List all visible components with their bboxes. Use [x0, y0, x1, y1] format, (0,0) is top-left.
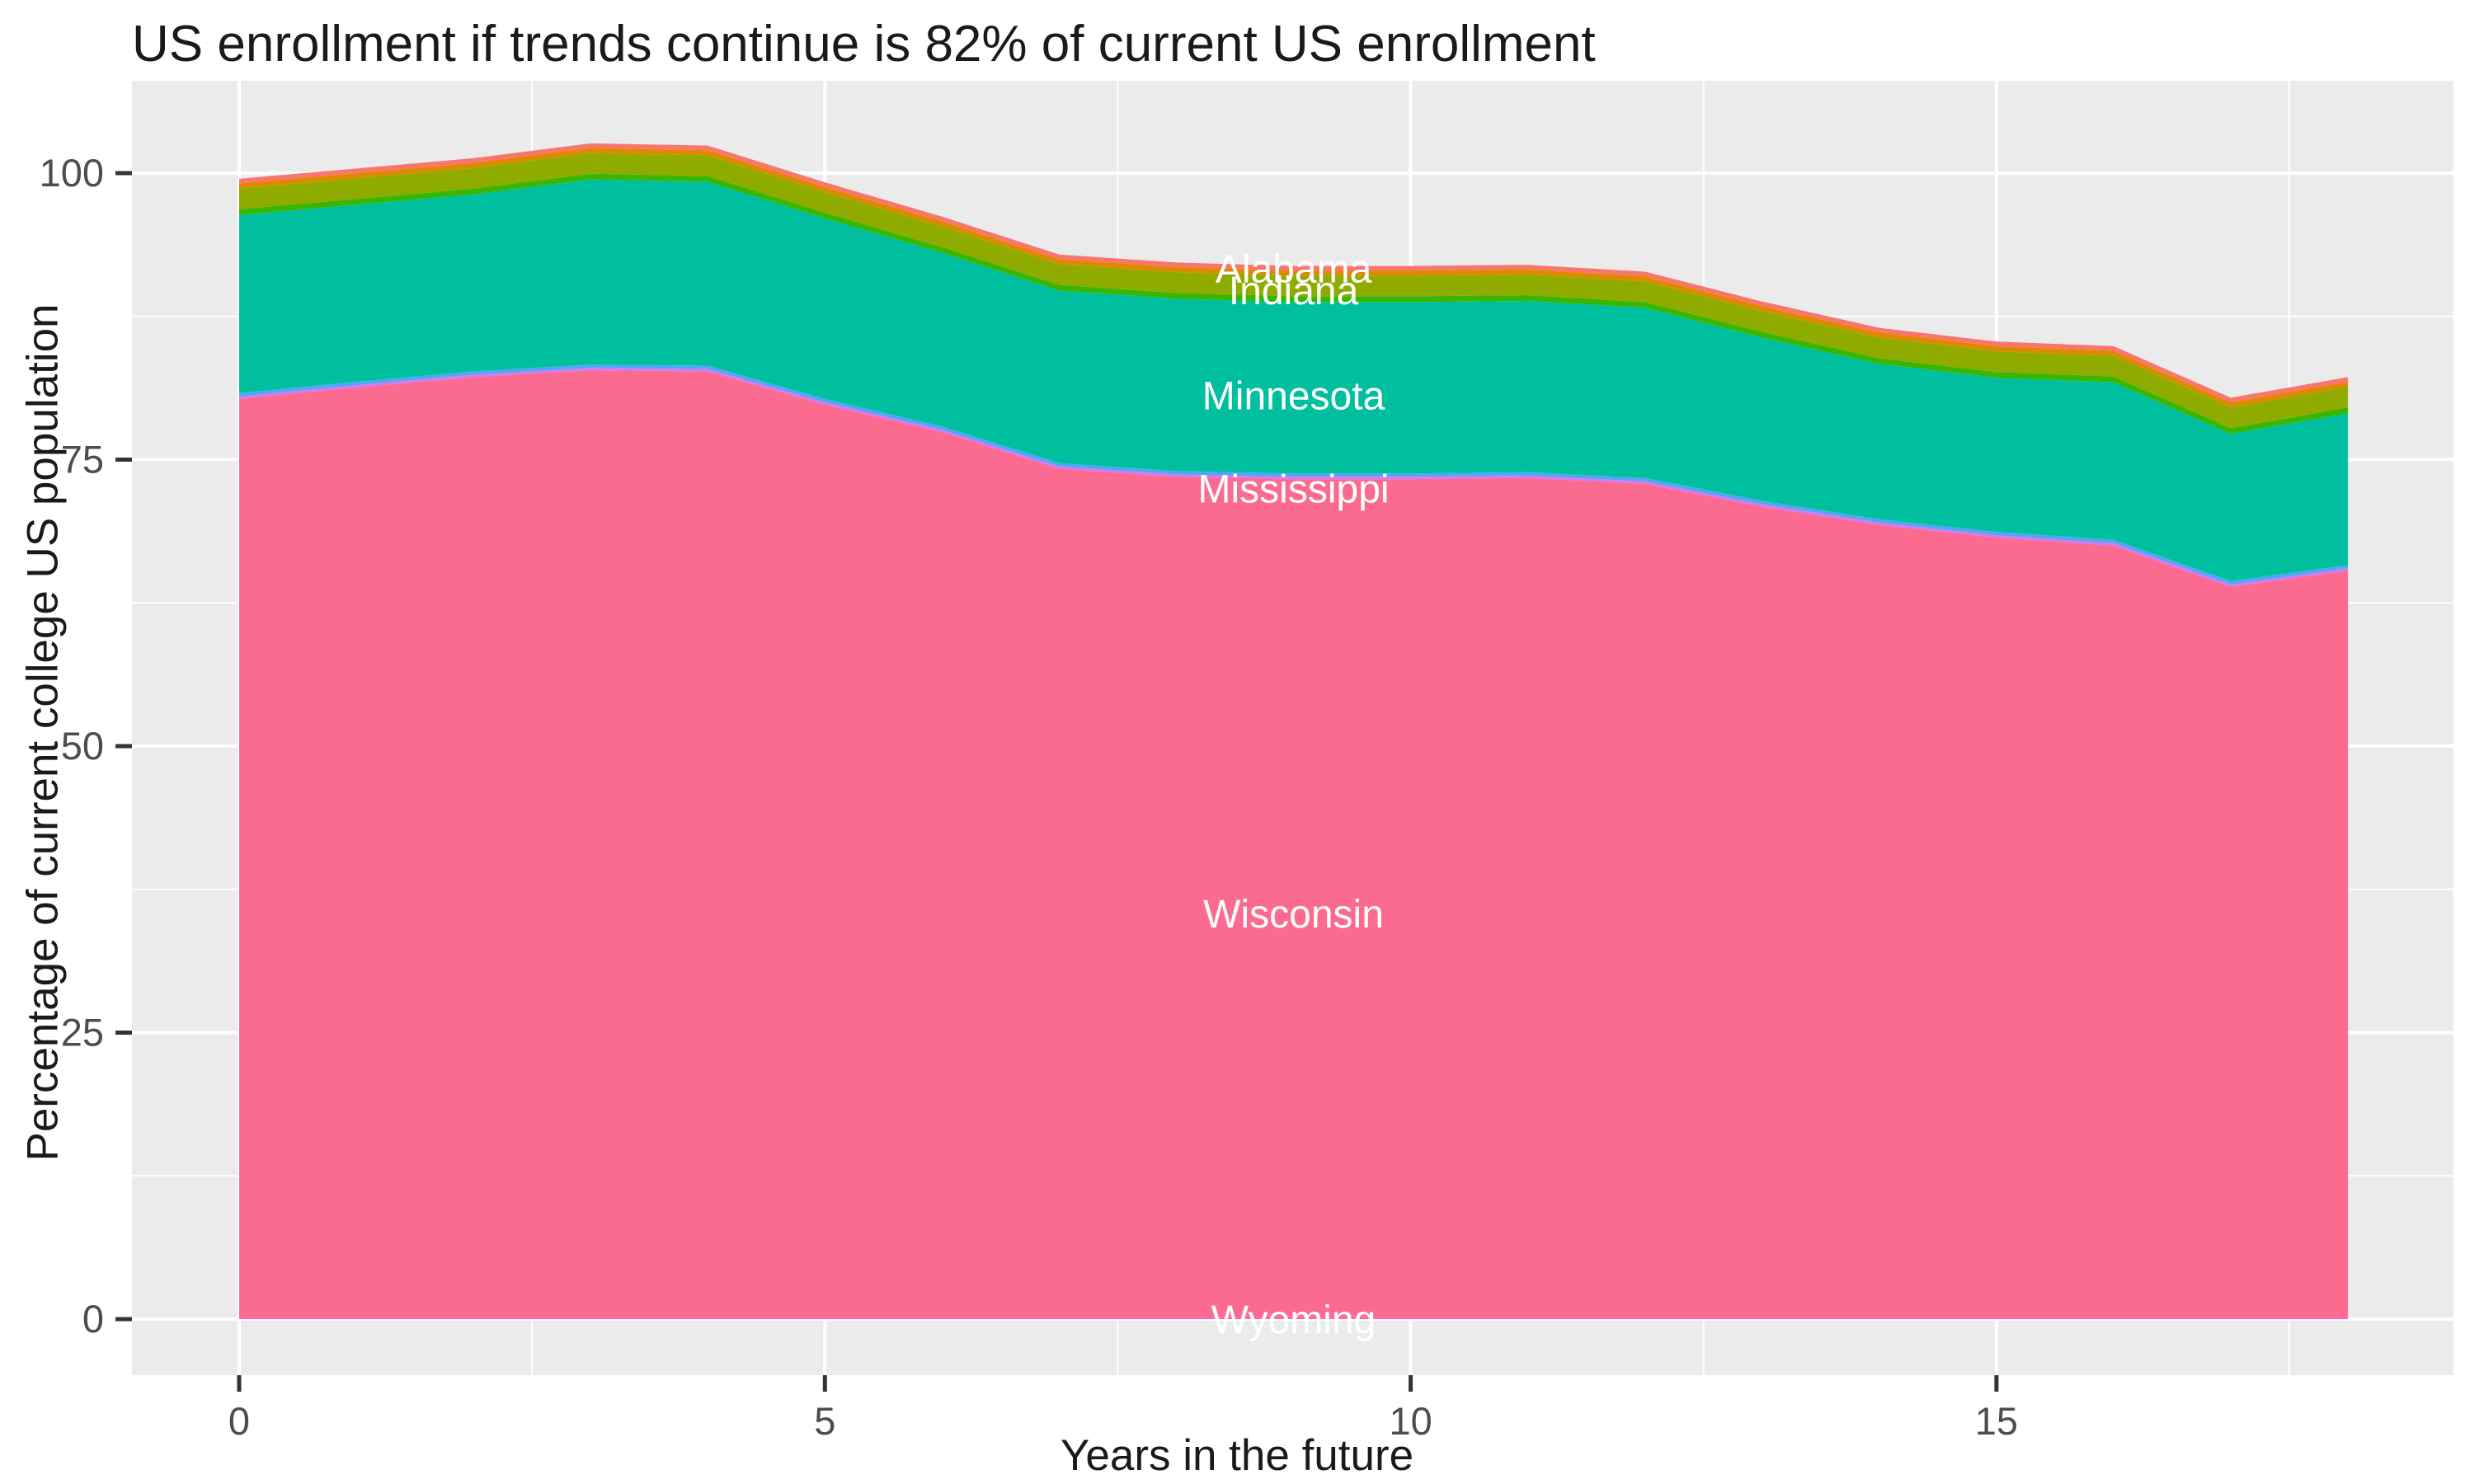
area-wyoming	[239, 1317, 2349, 1319]
x-tick-label: 0	[228, 1399, 250, 1443]
y-axis-title: Percentage of current college US populat…	[18, 303, 68, 1162]
area-label-wisconsin: Wisconsin	[1203, 893, 1384, 937]
y-tick-label: 100	[40, 151, 104, 195]
y-tick-label: 25	[61, 1011, 104, 1054]
area-label-minnesota: Minnesota	[1202, 375, 1385, 419]
x-axis-title: Years in the future	[1060, 1431, 1414, 1480]
area-label-wyoming: Wyoming	[1211, 1298, 1376, 1342]
area-indiana	[239, 153, 2349, 429]
area-minnesota	[239, 179, 2349, 581]
y-tick-label: 75	[61, 438, 104, 481]
x-tick-label: 10	[1389, 1399, 1432, 1443]
chart-title: US enrollment if trends continue is 82% …	[132, 16, 1596, 73]
y-tick-label: 50	[61, 724, 104, 768]
y-tick-label: 0	[82, 1297, 104, 1341]
area-label-indiana: Indiana	[1229, 270, 1359, 313]
area-wisconsin	[239, 370, 2349, 1317]
x-tick-label: 15	[1975, 1399, 2018, 1443]
x-tick-label: 5	[814, 1399, 835, 1443]
area-unlabeled	[239, 368, 2349, 587]
area-label-alabama: Alabama	[1216, 247, 1372, 291]
area-mississippi	[239, 364, 2349, 585]
area-label-mississippi: Mississippi	[1198, 467, 1390, 511]
